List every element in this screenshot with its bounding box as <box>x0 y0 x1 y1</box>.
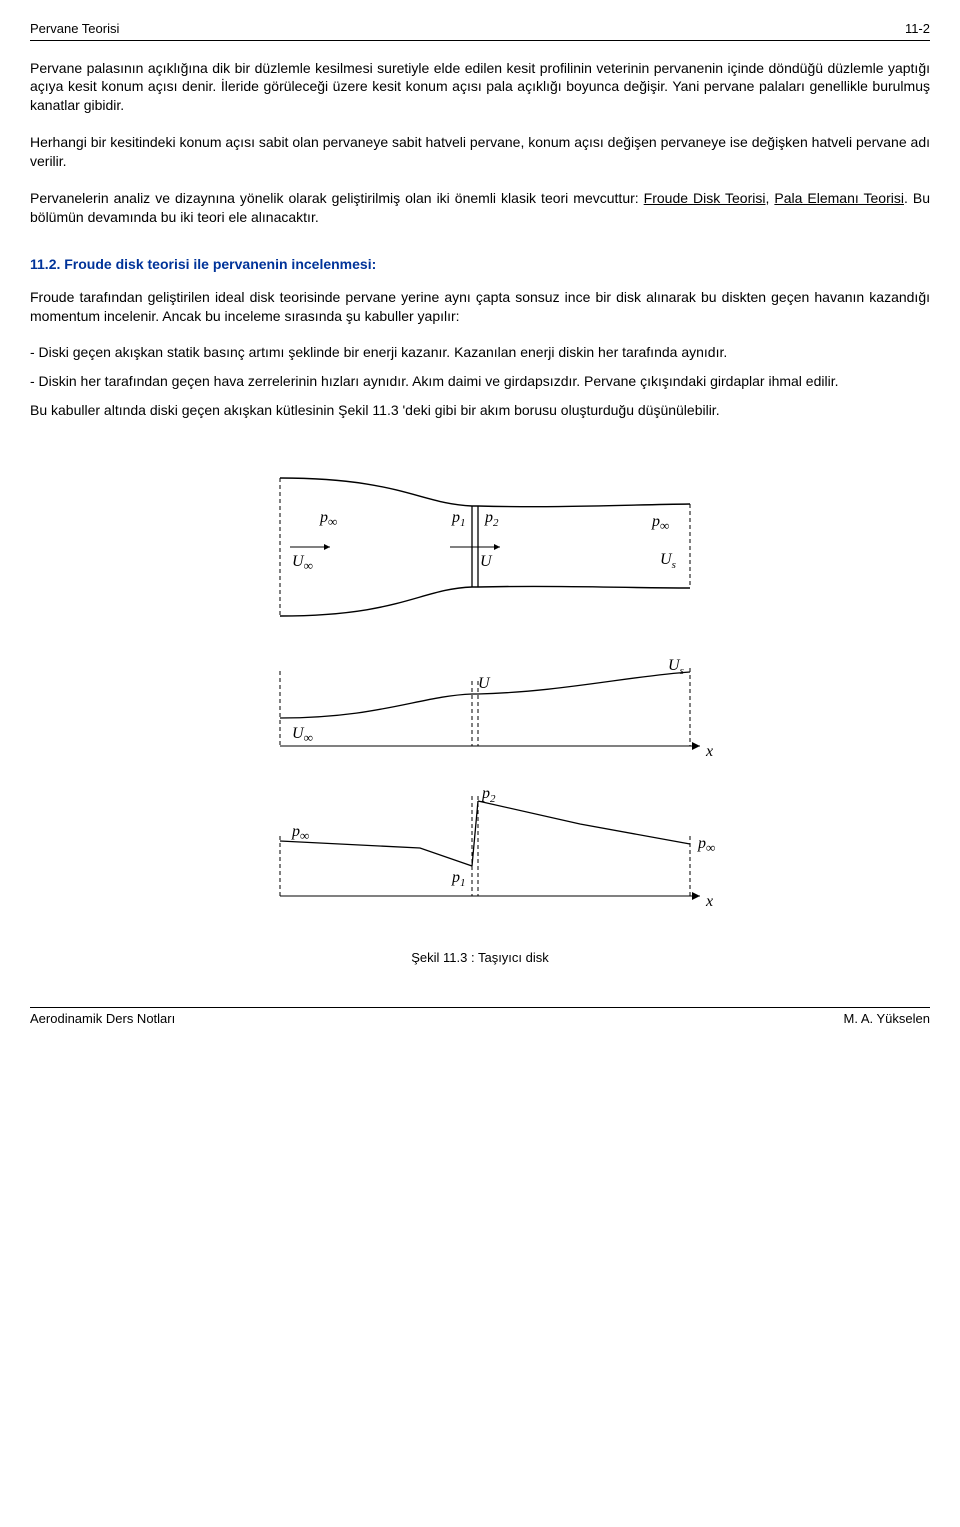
label-p1: p1 <box>451 509 466 529</box>
label-U-center: U <box>480 553 493 570</box>
list-item-2: - Diskin her tarafından geçen hava zerre… <box>30 372 930 391</box>
label-U-mid: U <box>478 675 491 692</box>
p3-underline-1: Froude Disk Teorisi <box>644 190 766 206</box>
footer-left: Aerodinamik Ders Notları <box>30 1010 175 1028</box>
streamtube-diagram: p∞ p1 p2 p∞ U∞ U Us U∞ U Us x p∞ p2 p1 p… <box>220 456 740 936</box>
label-x-mid: x <box>705 743 713 760</box>
label-p-inf-right: p∞ <box>651 513 669 533</box>
figure-11-3: p∞ p1 p2 p∞ U∞ U Us U∞ U Us x p∞ p2 p1 p… <box>220 456 740 966</box>
label-x-bot: x <box>705 893 713 910</box>
figure-caption: Şekil 11.3 : Taşıyıcı disk <box>220 949 740 967</box>
paragraph-2: Herhangi bir kesitindeki konum açısı sab… <box>30 133 930 171</box>
header-right: 11-2 <box>905 20 930 38</box>
header-left: Pervane Teorisi <box>30 20 119 38</box>
label-Us-right: Us <box>660 551 676 571</box>
paragraph-5: Bu kabuller altında diski geçen akışkan … <box>30 401 930 420</box>
p3-pre: Pervanelerin analiz ve dizaynına yönelik… <box>30 190 644 206</box>
label-p1-bot: p1 <box>451 869 466 889</box>
label-p-inf-left: p∞ <box>319 509 337 529</box>
list-item-1: - Diski geçen akışkan statik basınç artı… <box>30 343 930 362</box>
label-pinf-bot-right: p∞ <box>697 835 715 855</box>
label-pinf-bot-left: p∞ <box>291 823 309 843</box>
label-U-inf-left: U∞ <box>292 553 313 573</box>
label-Uinf-mid: U∞ <box>292 725 313 745</box>
p3-underline-2: Pala Elemanı Teorisi <box>774 190 904 206</box>
page-header: Pervane Teorisi 11-2 <box>30 20 930 41</box>
label-p2-top: p2 <box>484 509 499 529</box>
paragraph-1: Pervane palasının açıklığına dik bir düz… <box>30 59 930 116</box>
section-title: 11.2. Froude disk teorisi ile pervanenin… <box>30 255 930 274</box>
paragraph-3: Pervanelerin analiz ve dizaynına yönelik… <box>30 189 930 227</box>
page-footer: Aerodinamik Ders Notları M. A. Yükselen <box>30 1007 930 1028</box>
footer-right: M. A. Yükselen <box>844 1010 930 1028</box>
paragraph-4: Froude tarafından geliştirilen ideal dis… <box>30 288 930 326</box>
